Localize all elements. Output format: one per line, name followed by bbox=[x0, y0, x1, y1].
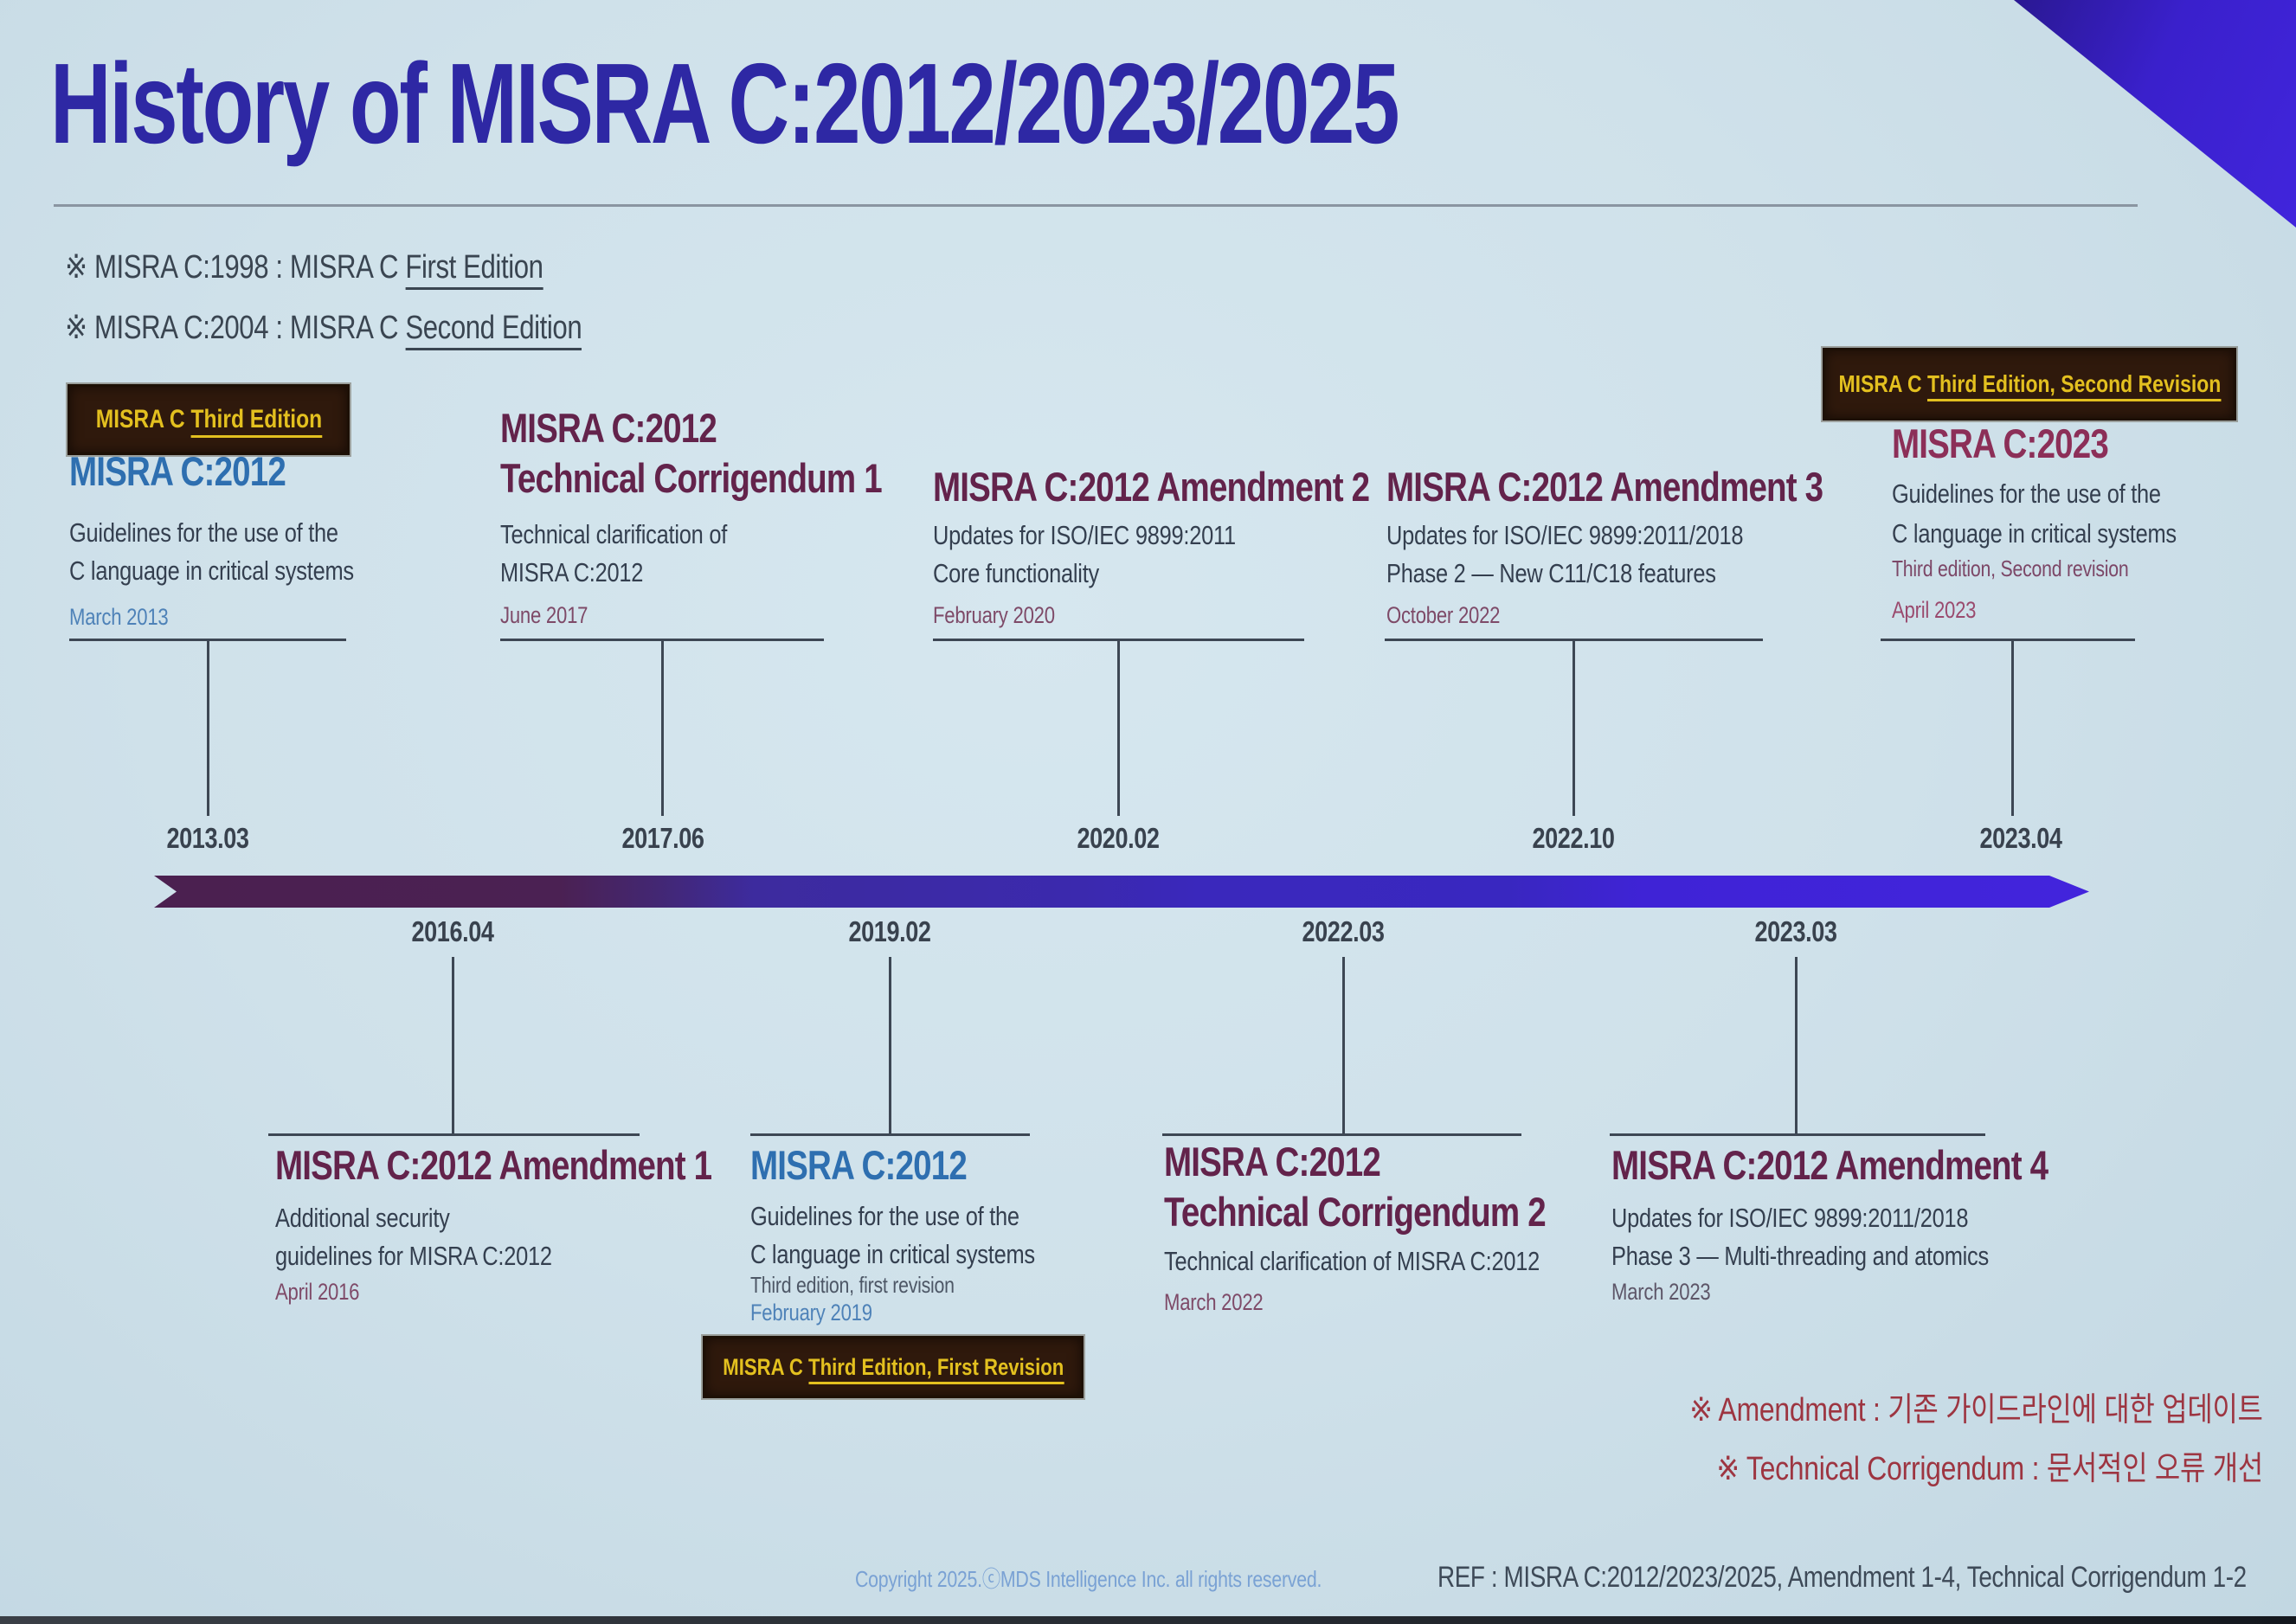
event-body: Guidelines for the use of the C language… bbox=[69, 517, 354, 586]
axis-date: 2023.03 bbox=[1754, 915, 1837, 947]
footer-reference: REF : MISRA C:2012/2023/2025, Amendment … bbox=[1437, 1561, 2248, 1594]
connector-rule bbox=[1610, 1133, 1985, 1136]
corner-accent-triangle bbox=[2014, 0, 2296, 228]
event-date: March 2023 bbox=[1611, 1279, 1711, 1305]
connector-rule bbox=[500, 639, 824, 641]
axis-date: 2019.02 bbox=[848, 915, 931, 947]
footer: Copyright 2025.ⓒMDS Intelligence Inc. al… bbox=[855, 1561, 2296, 1595]
event-title-amendment-4: MISRA C:2012 Amendment 4 bbox=[1611, 1142, 2048, 1188]
event-body: Technical clarification of MISRA C:2012 bbox=[1164, 1246, 1540, 1276]
title-divider bbox=[54, 204, 2138, 207]
badge-third-edition: MISRA C Third Edition bbox=[68, 384, 350, 455]
connector-tick bbox=[1572, 641, 1575, 816]
event-title-misra-c-2012: MISRA C:2012 bbox=[69, 448, 286, 494]
connector-rule bbox=[268, 1133, 640, 1136]
footer-copyright: Copyright 2025.ⓒMDS Intelligence Inc. al… bbox=[855, 1566, 1322, 1592]
connector-tick bbox=[1795, 957, 1798, 1133]
event-title-amendment-2: MISRA C:2012 Amendment 2 bbox=[933, 464, 1370, 510]
connector-tick bbox=[661, 641, 664, 816]
connector-tick bbox=[1117, 641, 1120, 816]
note-first-edition: ※ MISRA C:1998 : MISRA C First Edition bbox=[65, 247, 648, 290]
connector-tick bbox=[889, 957, 891, 1133]
axis-date: 2016.04 bbox=[411, 915, 494, 947]
axis-date: 2020.02 bbox=[1077, 822, 1160, 854]
event-body: Additional security guidelines for MISRA… bbox=[275, 1203, 552, 1271]
axis-date: 2022.10 bbox=[1532, 822, 1615, 854]
connector-rule bbox=[1385, 639, 1763, 641]
event-date: April 2023 bbox=[1892, 597, 1977, 623]
event-date: March 2022 bbox=[1164, 1289, 1264, 1315]
axis-date: 2022.03 bbox=[1302, 915, 1385, 947]
axis-date: 2013.03 bbox=[166, 822, 249, 854]
connector-rule bbox=[933, 639, 1304, 641]
event-body: Updates for ISO/IEC 9899:2011/2018 Phase… bbox=[1386, 520, 1744, 588]
event-body: Guidelines for the use of the C language… bbox=[750, 1201, 1035, 1269]
event-date: March 2013 bbox=[69, 604, 169, 630]
footnote-amendment: ※ Amendment : 기존 가이드라인에 대한 업데이트 bbox=[1689, 1392, 2264, 1428]
event-title-amendment-3: MISRA C:2012 Amendment 3 bbox=[1386, 464, 1823, 510]
event-subtitle: Third edition, first revision bbox=[750, 1272, 955, 1298]
connector-rule bbox=[69, 639, 346, 641]
event-body: Technical clarification of MISRA C:2012 bbox=[500, 519, 728, 587]
event-date: February 2019 bbox=[750, 1300, 872, 1326]
axis-date: 2023.04 bbox=[1979, 822, 2062, 854]
event-date: April 2016 bbox=[275, 1279, 360, 1305]
event-body: Updates for ISO/IEC 9899:2011 Core funct… bbox=[933, 520, 1236, 588]
connector-tick bbox=[207, 641, 209, 816]
event-title-misra-c-2012-rev1: MISRA C:2012 bbox=[750, 1142, 968, 1188]
connector-tick bbox=[452, 957, 454, 1133]
event-subtitle: Third edition, Second revision bbox=[1892, 555, 2129, 581]
event-date: June 2017 bbox=[500, 602, 588, 628]
footnote-technical-corrigendum: ※ Technical Corrigendum : 문서적인 오류 개선 bbox=[1716, 1451, 2263, 1487]
connector-rule bbox=[750, 1133, 1030, 1136]
event-body: Updates for ISO/IEC 9899:2011/2018 Phase… bbox=[1611, 1203, 1989, 1271]
badge-third-edition-first-revision: MISRA C Third Edition, First Revision bbox=[703, 1336, 1084, 1398]
event-body: Guidelines for the use of the C language… bbox=[1892, 478, 2177, 549]
timeline-arrow bbox=[154, 876, 2089, 908]
note-second-edition: ※ MISRA C:2004 : MISRA C Second Edition bbox=[65, 308, 695, 350]
event-title-misra-c-2023: MISRA C:2023 bbox=[1892, 420, 2109, 466]
bottom-edge bbox=[0, 1616, 2296, 1624]
event-title-amendment-1: MISRA C:2012 Amendment 1 bbox=[275, 1142, 712, 1188]
connector-rule bbox=[1162, 1133, 1521, 1136]
event-date: February 2020 bbox=[933, 602, 1055, 628]
connector-rule bbox=[1881, 639, 2135, 641]
connector-tick bbox=[1342, 957, 1345, 1133]
connector-tick bbox=[2011, 641, 2014, 816]
slide-title: History of MISRA C:2012/2023/2025 bbox=[50, 40, 1399, 167]
event-title-tc1: MISRA C:2012 Technical Corrigendum 1 bbox=[500, 405, 883, 501]
axis-date: 2017.06 bbox=[621, 822, 704, 854]
event-title-tc2: MISRA C:2012 Technical Corrigendum 2 bbox=[1164, 1139, 1547, 1235]
badge-third-edition-second-revision: MISRA C Third Edition, Second Revision bbox=[1823, 348, 2236, 420]
event-date: October 2022 bbox=[1386, 602, 1501, 628]
